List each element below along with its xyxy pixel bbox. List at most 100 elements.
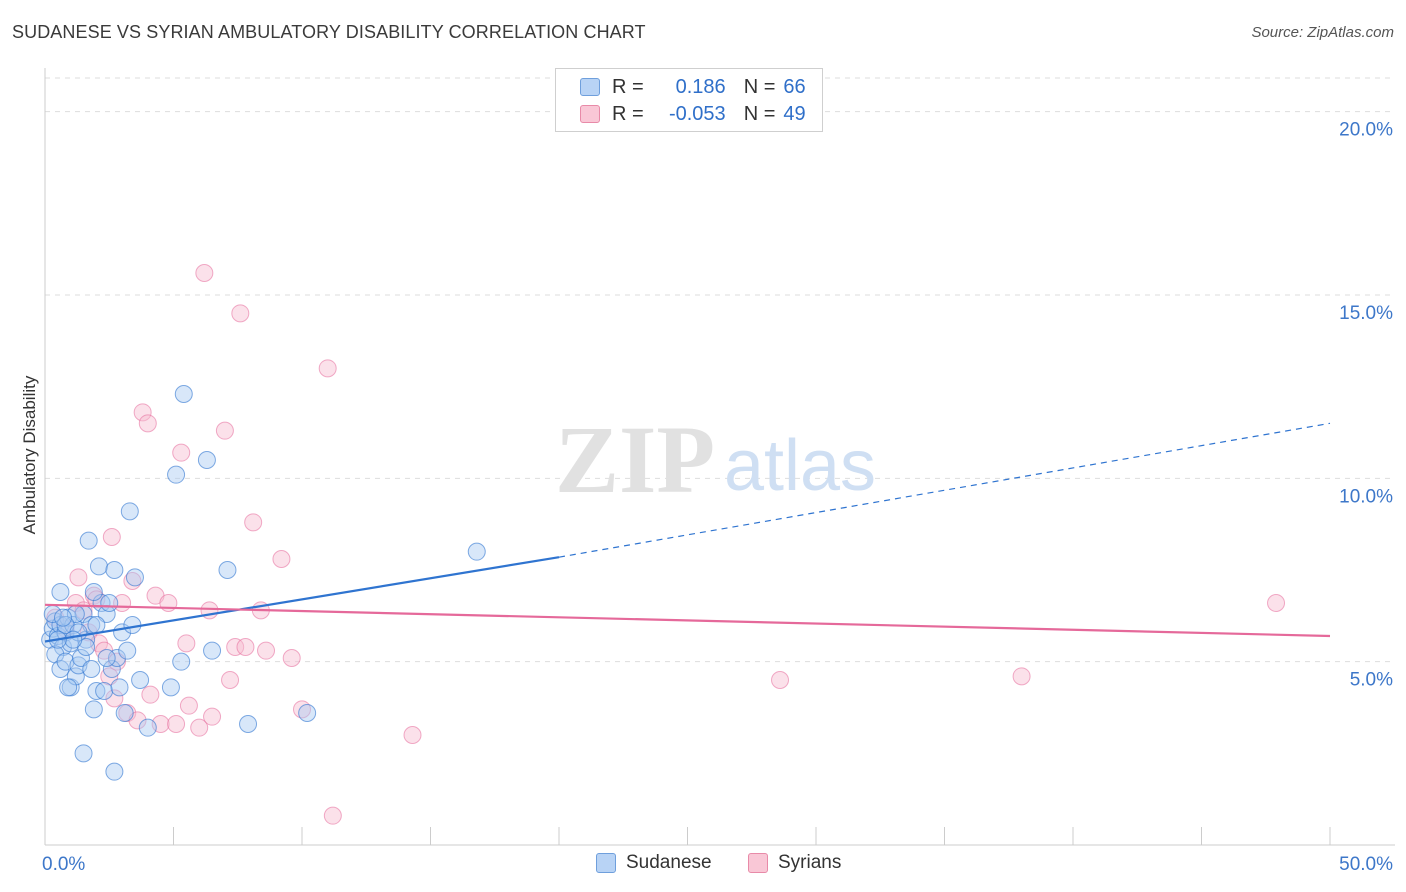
sudanese-point (102, 660, 121, 678)
sudanese-point (218, 561, 237, 579)
syrians-trend-line (44, 603, 1331, 638)
syrians-point (141, 685, 160, 704)
chart-title: SUDANESE VS SYRIAN AMBULATORY DISABILITY… (12, 22, 646, 42)
syrians-point (105, 689, 124, 708)
legend-n-value-syrians: 49 (783, 102, 806, 125)
y-tick-label: 20.0% (1339, 120, 1393, 141)
sudanese-point (74, 744, 93, 763)
tick-labels: 5.0% 10.0% 15.0% 20.0% 0.0% 50.0% (42, 120, 1393, 875)
sudanese-point (84, 700, 103, 719)
syrians-point (177, 634, 196, 653)
legend-n-label: N = (743, 75, 776, 98)
syrians-point (293, 700, 311, 719)
syrians-point (215, 421, 234, 440)
bottom-legend-label-syrians: Syrians (778, 852, 842, 873)
legend-r-label: R = (612, 102, 644, 125)
x-tick-label-min: 0.0% (42, 854, 85, 875)
sudanese-point (125, 568, 144, 587)
syrians-point (195, 264, 214, 282)
syrians-point (133, 403, 152, 422)
syrians-point (221, 671, 240, 689)
sudanese-point (172, 652, 191, 671)
syrians-point (272, 550, 291, 568)
syrians-point (1267, 594, 1286, 612)
sudanese-point (203, 641, 222, 660)
sudanese-point (174, 385, 193, 403)
syrians-point (203, 707, 222, 726)
syrians-point (102, 528, 121, 546)
legend-swatch-syrians (580, 105, 600, 123)
sudanese-point (239, 715, 258, 733)
sudanese-point (59, 678, 78, 697)
legend-row-syrians: R = -0.053 N = 49 (580, 101, 806, 127)
bottom-legend-swatch-sudanese (596, 853, 616, 873)
syrians-point (69, 568, 88, 587)
bottom-legend-label-sudanese: Sudanese (626, 852, 712, 873)
syrians-point (226, 638, 245, 656)
bottom-legend-sudanese: Sudanese (596, 852, 712, 874)
sudanese-point (82, 660, 101, 678)
syrians-point (1012, 667, 1031, 686)
watermark-atlas: atlas (724, 426, 876, 506)
sudanese-point (87, 616, 106, 634)
sudanese-points (41, 385, 486, 781)
sudanese-point (467, 542, 486, 561)
sudanese-point (161, 678, 180, 697)
sudanese-point (167, 465, 186, 484)
sudanese-point (105, 561, 124, 579)
correlation-legend: R = 0.186 N = 66 R = -0.053 N = 49 (555, 68, 823, 132)
sudanese-point (89, 557, 108, 576)
sudanese-point (131, 671, 150, 689)
axes (44, 68, 1395, 846)
y-tick-label: 15.0% (1339, 303, 1393, 324)
legend-r-label: R = (612, 75, 644, 98)
sudanese-point (123, 616, 142, 634)
sudanese-point (197, 451, 216, 469)
syrians-point (244, 513, 263, 532)
syrians-point (236, 638, 255, 656)
sudanese-point (79, 531, 98, 550)
sudanese-point (105, 762, 124, 781)
y-tick-label: 10.0% (1339, 486, 1393, 507)
sudanese-point (118, 641, 137, 660)
sudanese-point (107, 649, 126, 667)
syrians-point (167, 715, 186, 733)
source-label: Source: ZipAtlas.com (1251, 24, 1394, 41)
sudanese-point (95, 682, 114, 700)
legend-row-sudanese: R = 0.186 N = 66 (580, 74, 806, 100)
legend-n-label: N = (743, 102, 776, 125)
sudanese-point (110, 678, 129, 697)
sudanese-point (51, 583, 70, 601)
legend-swatch-sudanese (580, 78, 600, 96)
bottom-legend-swatch-syrians (748, 853, 768, 873)
syrians-points (46, 264, 1286, 825)
bottom-legend-syrians: Syrians (748, 852, 841, 874)
syrians-point (282, 649, 301, 667)
sudanese-point (87, 682, 106, 700)
syrians-point (231, 304, 250, 323)
syrians-point (190, 718, 209, 737)
syrians-point (172, 443, 191, 462)
sudanese-point (64, 630, 83, 649)
sudanese-point (84, 583, 103, 601)
x-tick-label-max: 50.0% (1339, 854, 1393, 875)
sudanese-point (53, 608, 72, 627)
legend-r-value-sudanese: 0.186 (675, 75, 726, 98)
syrians-point (257, 641, 276, 660)
syrians-point (318, 359, 337, 378)
grid-lines (45, 77, 1395, 663)
sudanese-point (100, 594, 119, 612)
sudanese-point (115, 704, 134, 722)
syrians-point (138, 414, 157, 433)
watermark-zip: ZIP (555, 406, 715, 513)
syrians-point (403, 726, 422, 744)
trend-lines (44, 422, 1331, 643)
legend-n-value-sudanese: 66 (783, 75, 806, 98)
watermark: ZIP atlas (555, 406, 876, 513)
sudanese-trend-line (44, 556, 560, 643)
sudanese-point (120, 502, 139, 521)
syrians-point (771, 671, 790, 689)
sudanese-trend-extension (558, 422, 1331, 558)
legend-r-value-syrians: -0.053 (668, 102, 726, 125)
